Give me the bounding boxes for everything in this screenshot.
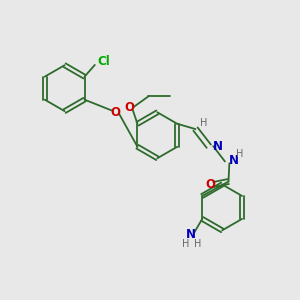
Text: H: H [236, 149, 243, 159]
Text: H: H [182, 239, 189, 249]
Text: O: O [205, 178, 215, 191]
Text: N: N [213, 140, 223, 153]
Text: Cl: Cl [97, 55, 110, 68]
Text: N: N [185, 228, 196, 241]
Text: H: H [194, 239, 201, 249]
Text: N: N [230, 154, 239, 167]
Text: H: H [200, 118, 207, 128]
Text: O: O [110, 106, 120, 118]
Text: O: O [124, 101, 134, 114]
